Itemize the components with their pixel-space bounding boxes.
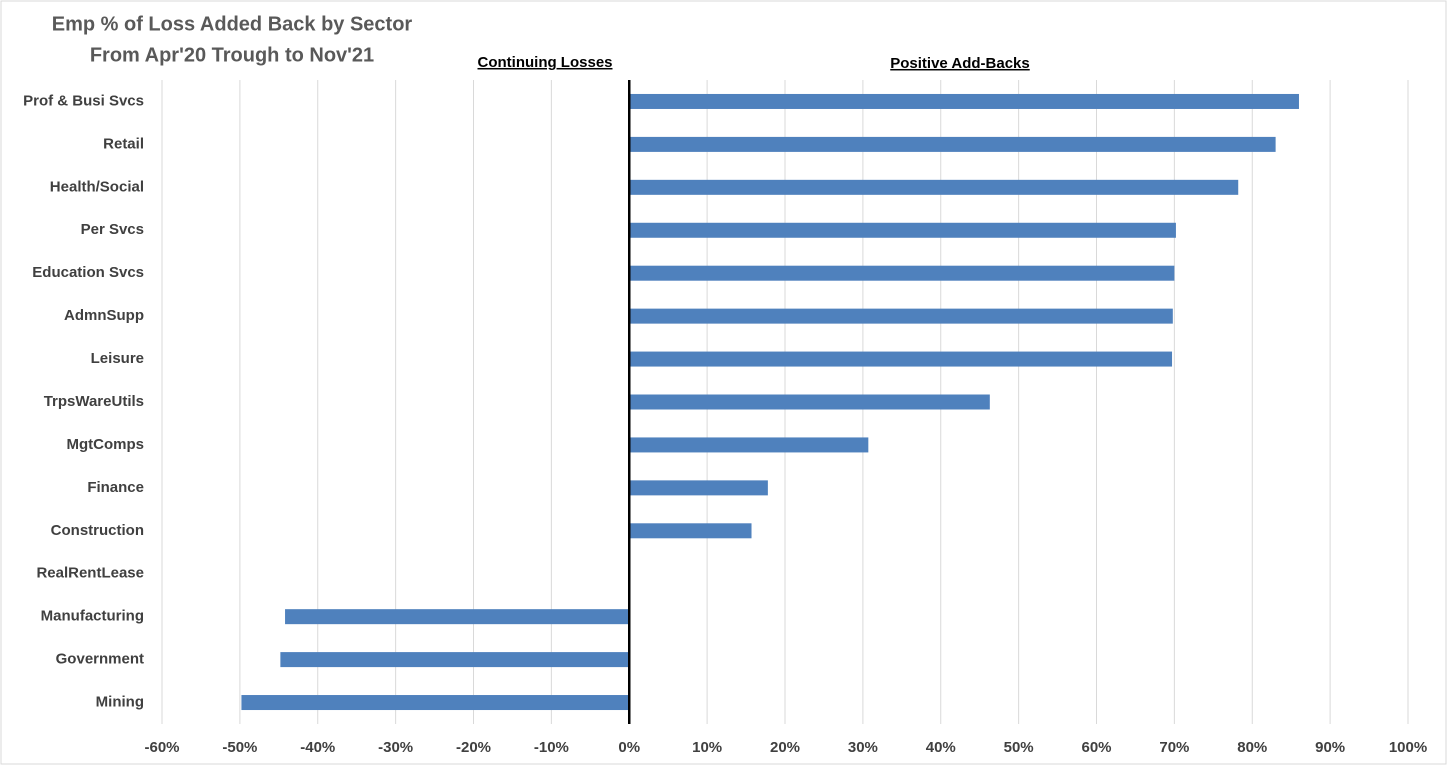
bar — [629, 523, 752, 539]
bar — [629, 136, 1276, 152]
x-tick-label: -50% — [222, 739, 257, 756]
bar — [629, 265, 1175, 281]
y-tick-label: AdmnSupp — [64, 307, 144, 324]
y-tick-label: Leisure — [91, 350, 144, 367]
x-tick-label: 40% — [926, 739, 956, 756]
bar — [629, 222, 1176, 238]
x-tick-label: 100% — [1389, 739, 1427, 756]
bar — [285, 609, 630, 625]
x-tick-label: 80% — [1237, 739, 1267, 756]
x-tick-label: 70% — [1159, 739, 1189, 756]
bar — [280, 652, 630, 668]
y-tick-label: Mining — [96, 694, 144, 711]
bar — [629, 351, 1173, 367]
y-tick-label: Retail — [103, 135, 144, 152]
y-tick-label: Health/Social — [50, 178, 144, 195]
x-tick-label: -10% — [534, 739, 569, 756]
y-tick-label: Education Svcs — [32, 264, 144, 281]
x-tick-label: 60% — [1081, 739, 1111, 756]
y-tick-label: Construction — [51, 522, 144, 539]
x-tick-label: -30% — [378, 739, 413, 756]
annotation: Continuing Losses — [478, 54, 613, 71]
x-tick-label: 10% — [692, 739, 722, 756]
x-tick-label: 50% — [1004, 739, 1034, 756]
bar — [629, 437, 869, 453]
x-tick-label: 0% — [618, 739, 640, 756]
x-tick-label: 30% — [848, 739, 878, 756]
x-tick-label: -20% — [456, 739, 491, 756]
annotation: Positive Add-Backs — [890, 55, 1030, 72]
bar — [241, 695, 630, 711]
bar — [629, 179, 1239, 195]
y-tick-label: Government — [56, 651, 144, 668]
y-tick-label: RealRentLease — [36, 565, 144, 582]
x-tick-label: -40% — [300, 739, 335, 756]
y-tick-label: Finance — [87, 479, 144, 496]
bar — [629, 394, 990, 410]
chart-title: Emp % of Loss Added Back by Sector — [52, 13, 413, 35]
bar — [629, 308, 1173, 324]
y-tick-label: Manufacturing — [41, 608, 144, 625]
y-tick-label: Prof & Busi Svcs — [23, 92, 144, 109]
bar — [629, 93, 1299, 109]
y-tick-label: MgtComps — [67, 436, 145, 453]
y-tick-label: TrpsWareUtils — [44, 393, 144, 410]
chart-subtitle: From Apr'20 Trough to Nov'21 — [90, 44, 374, 66]
x-tick-label: 20% — [770, 739, 800, 756]
x-tick-label: 90% — [1315, 739, 1345, 756]
y-tick-label: Per Svcs — [81, 221, 144, 238]
bar — [629, 480, 768, 496]
x-tick-label: -60% — [144, 739, 179, 756]
